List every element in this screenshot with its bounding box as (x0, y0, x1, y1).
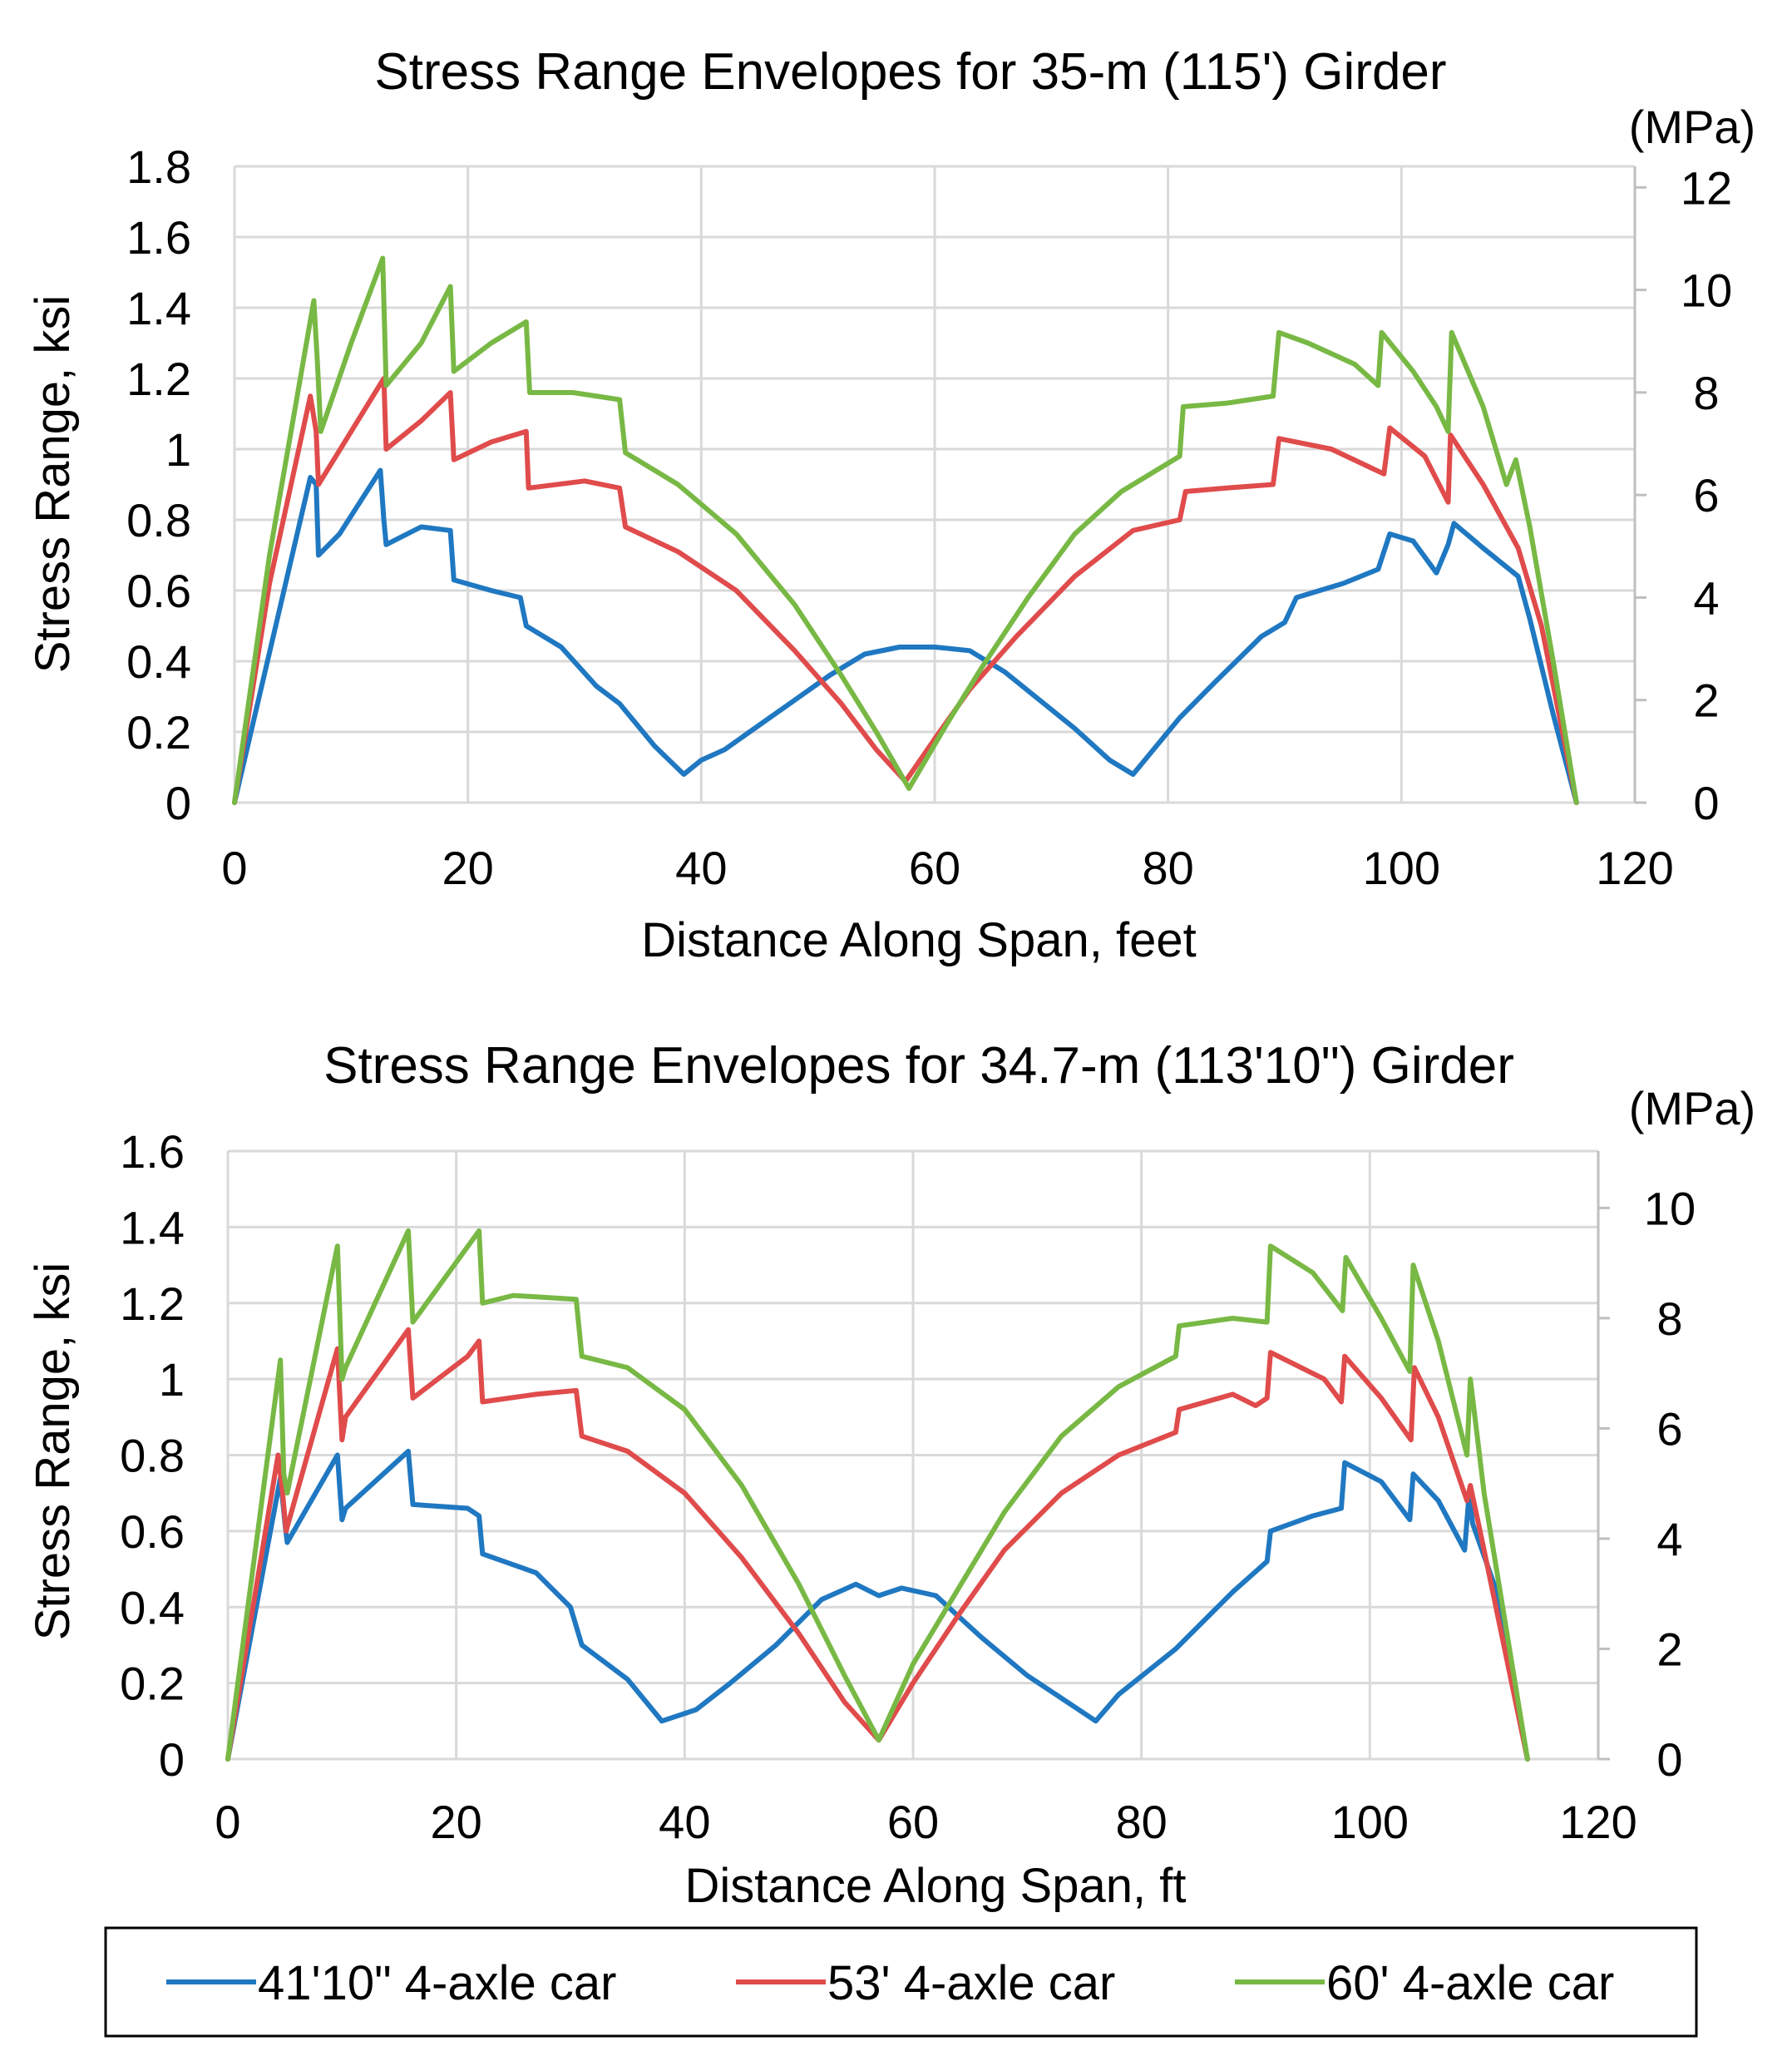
chart-1-x-ticks: 0 20 40 60 80 100 120 (221, 842, 1673, 894)
chart-2-y-tick-label: 0.4 (120, 1581, 185, 1633)
chart-1-series-line-60ft (232, 255, 1579, 805)
chart-1-y2-tick-label: 4 (1693, 571, 1719, 624)
chart-2-y-ticks: 0 0.2 0.4 0.6 0.8 1 1.2 1.4 1.6 (120, 1125, 185, 1786)
chart-2-y-tick-label: 1.2 (120, 1278, 185, 1330)
chart-2-y2-tick-label: 8 (1656, 1292, 1682, 1345)
chart-1-series-line-53ft (232, 376, 1579, 805)
chart-1-y-ticks: 0 0.2 0.4 0.6 0.8 1 1.2 1.4 1.6 1.8 (126, 141, 191, 829)
chart-1-y-tick-label: 1.2 (126, 353, 191, 405)
chart-2-y-tick-label: 0 (159, 1733, 185, 1786)
chart-1-x-tick-label: 100 (1363, 842, 1440, 894)
legend-item-53ft: 53' 4-axle car (736, 1956, 1115, 2010)
chart-2-y2-tick-label: 6 (1656, 1402, 1682, 1455)
chart-1-x-axis-label: Distance Along Span, feet (641, 913, 1196, 967)
legend-label-53ft: 53' 4-axle car (827, 1956, 1115, 2010)
chart-2-x-tick-label: 20 (431, 1796, 482, 1848)
chart-1-y2-tick-label: 2 (1693, 675, 1719, 727)
chart-1-x-tick-label: 20 (442, 842, 494, 894)
chart-2-x-tick-label: 120 (1559, 1796, 1636, 1848)
chart-2-y-tick-label: 1.6 (120, 1125, 185, 1178)
legend: 41'10" 4-axle car 53' 4-axle car 60' 4-a… (104, 1926, 1698, 2038)
chart-1-y-tick-label: 0.8 (126, 494, 191, 546)
chart-2-series-line-41ft10in (225, 1448, 1530, 1762)
legend-label-60ft: 60' 4-axle car (1326, 1956, 1614, 2010)
legend-label-41ft10in: 41'10" 4-axle car (258, 1956, 616, 2010)
chart-1-x-tick-label: 80 (1143, 842, 1194, 894)
chart-1-y-tick-label: 1.8 (126, 141, 191, 193)
chart-1-axes (1633, 166, 1646, 804)
chart-2-series-line-60ft (225, 1228, 1530, 1762)
chart-1-series (232, 255, 1579, 805)
chart-2-y2-tick-label: 4 (1656, 1513, 1682, 1565)
chart-2-x-tick-label: 60 (887, 1796, 939, 1848)
chart-1-y2-tick-label: 8 (1693, 367, 1719, 419)
chart-1-title: Stress Range Envelopes for 35-m (115') G… (374, 43, 1446, 101)
chart-2-y2-unit-label: (MPa) (1629, 1082, 1755, 1134)
chart-1-y2-unit-label: (MPa) (1629, 101, 1755, 153)
chart-2-x-axis-label: Distance Along Span, ft (685, 1859, 1187, 1913)
chart-1-y-tick-label: 0 (165, 777, 191, 829)
chart-1-x-tick-label: 0 (221, 842, 247, 894)
chart-2-y-tick-label: 1 (159, 1353, 185, 1406)
chart-2-series (225, 1228, 1530, 1762)
chart-1-y2-tick-label: 0 (1693, 777, 1719, 829)
chart-1-x-tick-label: 120 (1596, 842, 1673, 894)
chart-1: Stress Range Envelopes for 35-m (115') G… (26, 43, 1755, 967)
legend-item-41ft10in: 41'10" 4-axle car (166, 1956, 616, 2010)
chart-1-y2-tick-label: 10 (1681, 264, 1732, 317)
chart-1-y2-tick-label: 12 (1681, 161, 1732, 214)
chart-1-grid (233, 165, 1636, 804)
chart-1-y2-tick-label: 6 (1693, 469, 1719, 521)
chart-2: Stress Range Envelopes for 34.7-m (113'1… (26, 1037, 1755, 1913)
chart-2-title: Stress Range Envelopes for 34.7-m (113'1… (323, 1037, 1514, 1095)
chart-2-axes (1597, 1151, 1610, 1761)
chart-2-y2-ticks: 0 2 4 6 8 10 (1644, 1182, 1696, 1786)
chart-1-series-line-41ft10in (232, 467, 1579, 805)
chart-2-x-tick-label: 40 (659, 1796, 710, 1848)
chart-2-y-tick-label: 0.6 (120, 1505, 185, 1558)
chart-2-y-axis-label: Stress Range, ksi (26, 1263, 80, 1641)
chart-2-y2-tick-label: 10 (1644, 1182, 1696, 1234)
chart-2-y2-tick-label: 0 (1656, 1733, 1682, 1786)
chart-2-y-tick-label: 0.2 (120, 1658, 185, 1710)
legend-item-60ft: 60' 4-axle car (1235, 1956, 1614, 2010)
chart-1-y-tick-label: 1.6 (126, 211, 191, 264)
chart-2-x-tick-label: 0 (215, 1796, 240, 1848)
chart-2-y2-tick-label: 2 (1656, 1623, 1682, 1675)
chart-1-x-tick-label: 60 (909, 842, 960, 894)
chart-2-series-line-53ft (225, 1327, 1530, 1762)
chart-1-y-tick-label: 0.2 (126, 706, 191, 759)
chart-1-y2-ticks: 0 2 4 6 8 10 12 (1681, 161, 1732, 829)
legend-box (104, 1926, 1698, 2038)
chart-1-y-axis-label: Stress Range, ksi (26, 295, 80, 674)
chart-1-y-tick-label: 1 (165, 423, 191, 476)
chart-2-x-tick-label: 80 (1116, 1796, 1168, 1848)
chart-2-y-tick-label: 1.4 (120, 1201, 185, 1253)
chart-2-x-tick-label: 100 (1331, 1796, 1409, 1848)
chart-1-y-tick-label: 0.6 (126, 565, 191, 617)
chart-2-x-ticks: 0 20 40 60 80 100 120 (215, 1796, 1636, 1848)
chart-1-x-tick-label: 40 (675, 842, 727, 894)
chart-1-y-tick-label: 0.4 (126, 635, 191, 688)
chart-2-y-tick-label: 0.8 (120, 1430, 185, 1482)
chart-1-y-tick-label: 1.4 (126, 282, 191, 334)
